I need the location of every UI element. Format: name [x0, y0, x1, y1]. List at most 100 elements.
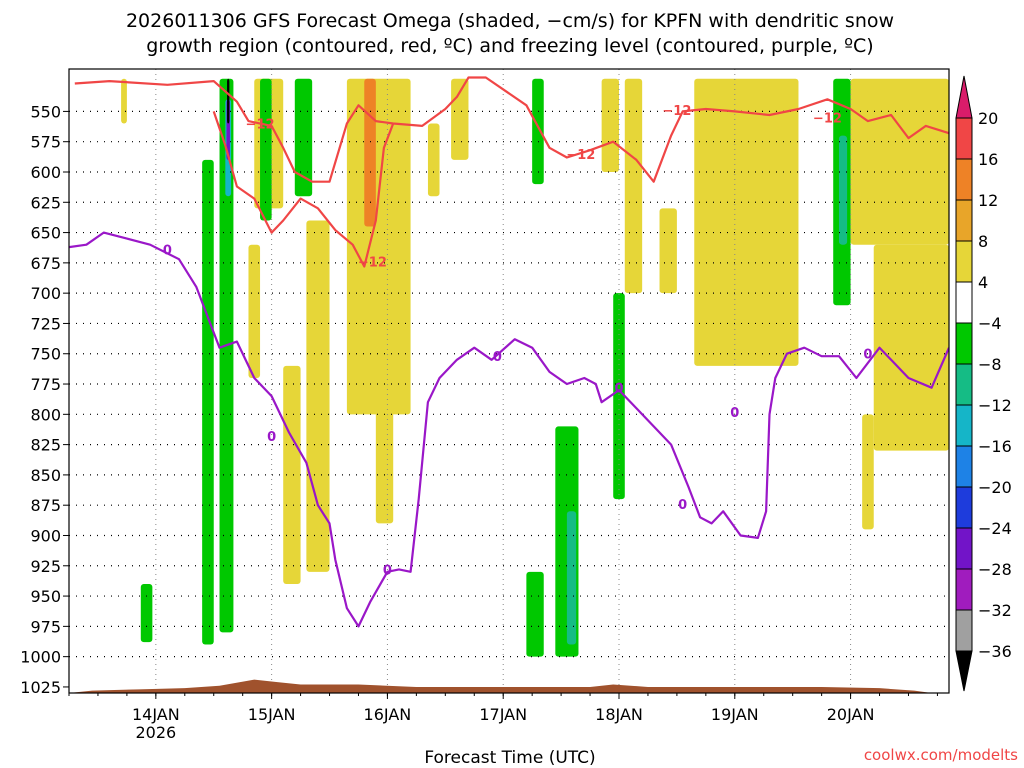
- colorbar-label-6: −8: [978, 355, 1002, 374]
- omega-shade-22: [140, 583, 153, 643]
- freezing-contour-label-2: 0: [383, 563, 392, 578]
- colorbar-label-3: 8: [978, 232, 988, 251]
- omega-shade-27: [839, 135, 848, 245]
- omega-shade-25: [613, 293, 625, 500]
- y-tick-label-675: 675: [30, 254, 61, 273]
- credit-text: coolwx.com/modelts: [864, 746, 1018, 764]
- plot-inner: −12 −12 −12 −12 −12 0 0 0 0 0 0 0 0: [69, 69, 949, 693]
- omega-shade-12: [375, 293, 394, 524]
- colorbar-box-5: [955, 281, 973, 324]
- freezing-contour-label-7: 0: [863, 348, 872, 363]
- omega-shade-28: [566, 511, 577, 645]
- colorbar-label-10: −24: [978, 519, 1012, 538]
- colorbar-label-13: −36: [978, 642, 1012, 661]
- y-tick-label-825: 825: [30, 436, 61, 455]
- y-tick-label-900: 900: [30, 526, 61, 545]
- x-tick-label-6: 20JAN: [827, 705, 875, 724]
- omega-shade-10: [873, 244, 949, 451]
- colorbar-label-11: −28: [978, 560, 1012, 579]
- terrain-fill: [69, 679, 949, 693]
- dgz-contour-label-1: −12: [358, 256, 387, 271]
- omega-shade-16: [364, 78, 376, 227]
- omega-shade-9: [850, 78, 949, 245]
- y-tick-label-650: 650: [30, 224, 61, 243]
- plot-area: −12 −12 −12 −12 −12 0 0 0 0 0 0 0 0 550 575 600 625 650 67…: [20, 68, 950, 742]
- colorbar-box-7: [955, 363, 973, 406]
- x-tick-label-1: 15JAN: [248, 705, 296, 724]
- omega-shade-14: [283, 365, 301, 584]
- omega-shade-31: [227, 78, 230, 124]
- omega-shade-6: [624, 78, 643, 294]
- colorbar-box-10: [955, 486, 973, 529]
- colorbar-bottom-arrow: [955, 650, 973, 692]
- y-tick-label-975: 975: [30, 617, 61, 636]
- y-tick-label-1025: 1025: [20, 678, 61, 697]
- omega-shade-7: [659, 208, 677, 294]
- y-tick-label-775: 775: [30, 375, 61, 394]
- y-tick-label-750: 750: [30, 345, 61, 364]
- colorbar-box-9: [955, 445, 973, 488]
- y-tick-label-700: 700: [30, 284, 61, 303]
- colorbar-label-2: 12: [978, 191, 998, 210]
- chart-title-line1: 2026011306 GFS Forecast Omega (shaded, −…: [126, 10, 894, 32]
- omega-shade-8: [694, 78, 799, 366]
- x-axis-label: Forecast Time (UTC): [424, 748, 595, 768]
- omega-shade-19: [260, 78, 272, 221]
- colorbar-label-0: 20: [978, 109, 998, 128]
- colorbar-box-13: [955, 609, 973, 652]
- x-tick-label-5: 19JAN: [711, 705, 759, 724]
- dgz-contour-line-1: [212, 111, 395, 268]
- colorbar-box-2: [955, 158, 973, 201]
- freezing-contour-label-4: 0: [614, 382, 623, 397]
- colorbar-label-5: −4: [978, 314, 1002, 333]
- x-tick-label-4: 18JAN: [595, 705, 643, 724]
- colorbar-label-9: −20: [978, 478, 1012, 497]
- omega-shade-0: [121, 78, 127, 124]
- freezing-contour-line-0: [69, 231, 949, 628]
- colorbar-label-4: 4: [978, 273, 988, 292]
- chart-title-line2: growth region (contoured, red, ºC) and f…: [146, 35, 873, 57]
- colorbar-box-3: [955, 199, 973, 242]
- y-tick-label-850: 850: [30, 466, 61, 485]
- y-tick-label-875: 875: [30, 496, 61, 515]
- dgz-contour-label-4: −12: [813, 111, 842, 126]
- colorbar-label-8: −16: [978, 437, 1012, 456]
- colorbar: 20 16 12 8 4 −4 −8 −12 −16 −20 −24 −28 −32 −36: [955, 75, 1012, 692]
- omega-shade-23: [526, 571, 544, 657]
- omega-shade-21: [532, 78, 544, 185]
- dgz-contour-label-2: −12: [566, 148, 595, 163]
- x-tick-label-2: 16JAN: [364, 705, 412, 724]
- x-tick-sublabel-0: 2026: [135, 723, 176, 742]
- colorbar-box-12: [955, 568, 973, 611]
- y-tick-label-575: 575: [30, 133, 61, 152]
- freezing-contour-label-5: 0: [678, 498, 687, 513]
- colorbar-box-4: [955, 240, 973, 283]
- plot-frame: [68, 68, 950, 694]
- omega-shade-3: [427, 123, 440, 197]
- omega-shade-11: [862, 414, 874, 530]
- colorbar-box-8: [955, 404, 973, 447]
- y-tick-label-925: 925: [30, 557, 61, 576]
- omega-shade-17: [202, 159, 214, 645]
- omega-shade-18: [219, 78, 234, 633]
- x-tick-label-0: 14JAN: [132, 705, 180, 724]
- dgz-contour-line-0: [74, 76, 949, 183]
- y-tick-label-625: 625: [30, 193, 61, 212]
- colorbar-label-7: −12: [978, 396, 1012, 415]
- y-tick-label-1000: 1000: [20, 648, 61, 667]
- colorbar-label-1: 16: [978, 150, 998, 169]
- colorbar-top-arrow: [955, 75, 973, 119]
- x-tick-label-3: 17JAN: [479, 705, 527, 724]
- y-tick-label-550: 550: [30, 102, 61, 121]
- colorbar-box-1: [955, 117, 973, 160]
- omega-shade-5: [601, 78, 619, 172]
- dgz-contour-label-0: −12: [246, 118, 275, 133]
- freezing-contour-label-3: 0: [493, 350, 502, 365]
- omega-shade-2: [346, 78, 411, 415]
- colorbar-box-11: [955, 527, 973, 570]
- colorbar-box-6: [955, 322, 973, 365]
- freezing-contour-label-0: 0: [163, 244, 172, 259]
- freezing-contour-label-6: 0: [730, 406, 739, 421]
- dgz-contour-label-3: −12: [662, 104, 691, 119]
